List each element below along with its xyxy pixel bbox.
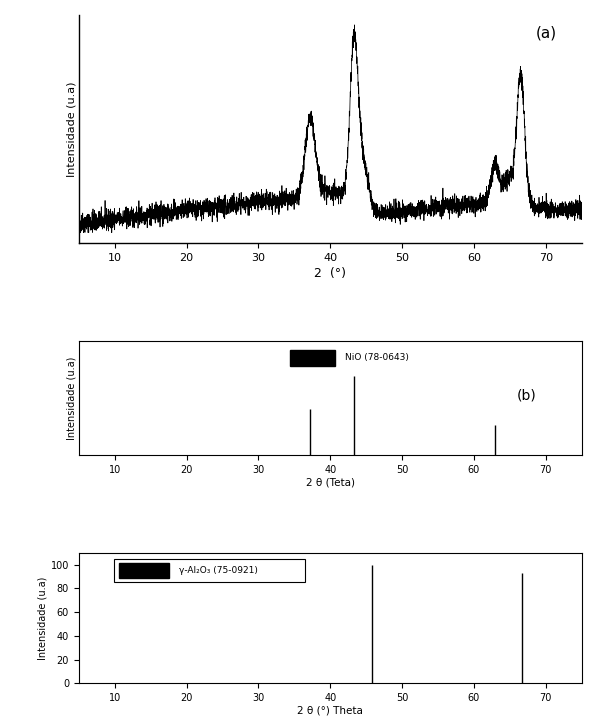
X-axis label: 2 θ (°) Theta: 2 θ (°) Theta [298,706,363,716]
Text: NiO (78-0643): NiO (78-0643) [345,353,409,363]
X-axis label: 2  (°): 2 (°) [315,267,346,280]
Text: (a): (a) [536,26,556,41]
Bar [290,350,335,366]
X-axis label: 2 θ (Teta): 2 θ (Teta) [306,478,355,488]
Y-axis label: Intensidade (u.a): Intensidade (u.a) [38,577,48,660]
Y-axis label: Intensidade (u.a): Intensidade (u.a) [66,356,76,440]
Y-axis label: Intensidade (u.a): Intensidade (u.a) [66,81,76,177]
Bar [114,559,305,582]
Bar [119,563,169,578]
Text: (b): (b) [517,389,536,403]
Text: γ-Al₂O₃ (75-0921): γ-Al₂O₃ (75-0921) [179,566,258,575]
